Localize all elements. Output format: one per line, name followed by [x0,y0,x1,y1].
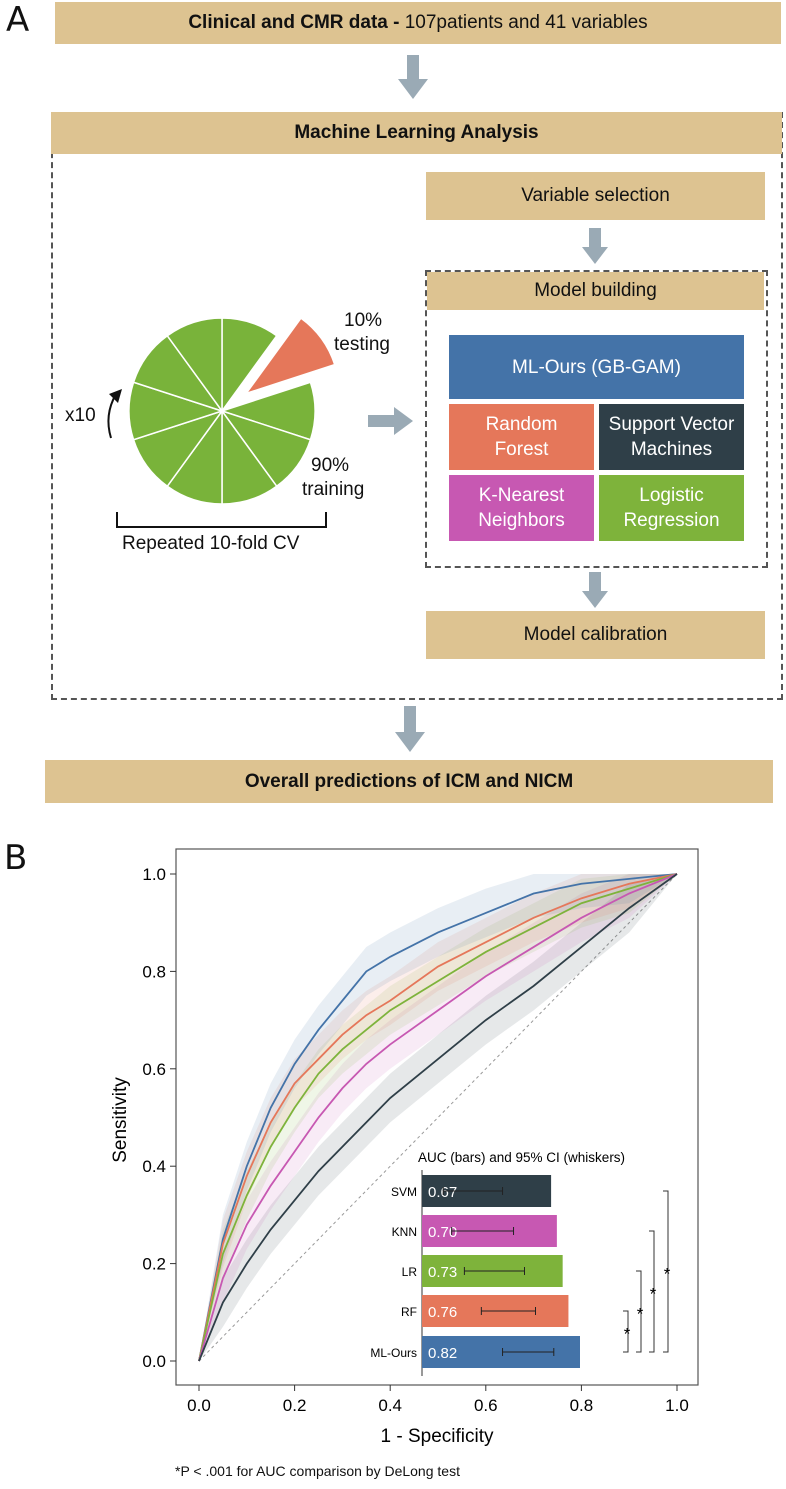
down-arrow-1 [398,55,428,99]
top-data-box: Clinical and CMR data - 107patients and … [55,2,781,44]
repeat-arrow [107,393,117,439]
top-data-box-bold: Clinical and CMR data - [188,12,400,33]
down-arrow-4 [395,706,425,752]
significance-star: * [637,1305,644,1324]
panel-letter-a: A [6,0,30,40]
roc-line-ml-ours [198,873,678,1362]
model-rf-line2: Forest [494,439,549,460]
training-word: training [302,479,365,500]
inset-value-label: 0.73 [428,1264,457,1281]
training-pct: 90% [311,455,350,476]
x-tick-label: 0.8 [570,1396,594,1415]
model-rf-line1: Random [485,414,558,435]
x-tick-label: 1.0 [665,1396,689,1415]
x-tick-label: 0.2 [283,1396,307,1415]
down-arrow-2 [582,228,608,264]
model-svm-line1: Support Vector [608,414,735,435]
model-lr-line1: Logistic [639,485,704,506]
x-tick-label: 0.6 [474,1396,498,1415]
y-tick-label: 1.0 [142,865,166,884]
model-lr: Logistic Regression [599,475,744,541]
model-knn-line2: Neighbors [478,510,565,531]
inset-category-label: ML-Ours [370,1346,417,1360]
model-calibration-box: Model calibration [426,611,765,659]
y-tick-label: 0.6 [142,1060,166,1079]
inset-category-label: KNN [392,1225,417,1239]
y-tick-label: 0.8 [142,962,166,981]
panel-letter-b: B [4,838,28,878]
footnote: *P < .001 for AUC comparison by DeLong t… [175,1463,460,1479]
repeat-label: x10 [65,405,96,426]
roc-line-knn [198,873,678,1362]
roc-band-lr [199,874,677,1361]
x-axis-label: 1 - Specificity [381,1426,494,1447]
y-tick-label: 0.2 [142,1255,166,1274]
variable-selection-box: Variable selection [426,172,765,220]
roc-line-rf [198,873,678,1362]
roc-plot-group: 0.0 0.0 0.2 0.2 0.4 0.4 0.6 0.6 0.8 0.8 1.0 1.0 1 - … [110,848,699,1447]
top-data-box-rest: 107patients and 41 variables [399,12,648,33]
testing-word: testing [334,334,390,355]
roc-line-lr [198,873,678,1362]
inset-value-label: 0.70 [428,1224,457,1241]
significance-bracket [663,1190,669,1353]
cv-pie-chart [107,317,336,505]
pie-slice-testing [244,317,336,395]
roc-line-svm [198,873,678,1362]
model-building-header: Model building [427,272,764,310]
significance-bracket [649,1230,655,1353]
down-arrow-3 [582,572,608,608]
roc-chart: 0.0 0.0 0.2 0.2 0.4 0.4 0.6 0.6 0.8 0.8 1.0 1.0 1 - … [110,848,699,1447]
x-tick-label: 0.4 [378,1396,402,1415]
inset-category-label: LR [402,1265,418,1279]
model-knn-line1: K-Nearest [478,485,565,506]
roc-band-rf [199,874,677,1361]
right-arrow [368,407,413,435]
inset-value-label: 0.82 [428,1345,457,1362]
model-knn: K-Nearest Neighbors [449,475,594,541]
roc-band-svm [199,874,677,1361]
significance-star: * [650,1285,657,1304]
model-lr-line2: Regression [623,510,720,531]
inset-value-label: 0.76 [428,1304,457,1321]
significance-star: * [624,1325,631,1344]
model-svm-line2: Machines [630,439,713,460]
model-svm: Support Vector Machines [599,404,744,470]
pie-slice-training [166,317,223,414]
model-building-container [425,270,768,568]
y-tick-label: 0.4 [142,1157,166,1176]
x-tick-label: 0.0 [187,1396,211,1415]
inset-category-label: RF [401,1305,417,1319]
inset-title: AUC (bars) and 95% CI (whiskers) [418,1150,625,1165]
testing-pct: 10% [344,310,383,331]
model-random-forest: Random Forest [449,404,594,470]
inset-value-label: 0.67 [428,1184,457,1201]
overall-predictions-box: Overall predictions of ICM and NICM [45,760,773,803]
repeat-arrow-head [109,389,122,403]
significance-bracket [636,1270,642,1353]
model-ml-ours-label: ML-Ours (GB-GAM) [512,356,681,378]
inset-category-label: SVM [391,1185,417,1199]
model-ml-ours: ML-Ours (GB-GAM) [449,335,744,399]
cv-bracket [116,512,327,528]
y-axis-label: Sensitivity [110,1077,131,1163]
cv-label: Repeated 10-fold CV [122,533,300,554]
y-tick-label: 0.0 [142,1352,166,1371]
significance-star: * [664,1265,671,1284]
significance-bracket [623,1310,629,1353]
ml-analysis-header: Machine Learning Analysis [51,112,782,154]
